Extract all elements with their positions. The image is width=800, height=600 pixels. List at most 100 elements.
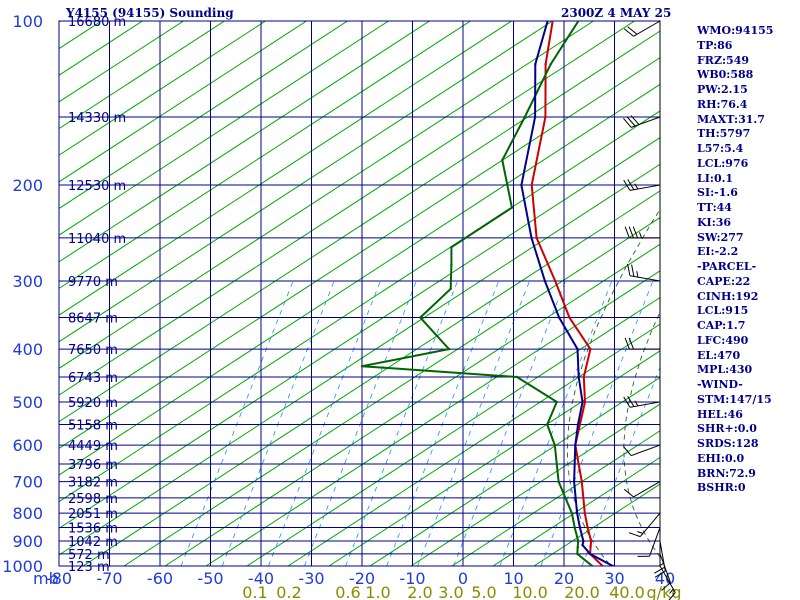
series-point-1	[555, 400, 558, 404]
wind-barb-half-feather	[669, 588, 674, 594]
pressure-tick-label: 100	[12, 12, 43, 31]
series-point-1	[447, 347, 451, 351]
index-item: LI:0.1	[697, 171, 734, 185]
series-point-1	[449, 287, 452, 290]
wind-barb-feather	[668, 592, 676, 600]
height-label: 5920 m	[68, 396, 118, 411]
pressure-tick-label: 1000	[2, 557, 43, 576]
dry-adiabat	[205, 270, 660, 566]
index-item: LFC:490	[697, 333, 749, 347]
wind-barb-half-feather	[639, 232, 643, 239]
series-point-2	[588, 552, 592, 556]
mixing-ratio-label: 3.0	[438, 583, 463, 600]
wind-barb-half-feather	[634, 400, 639, 407]
series-point-1	[419, 316, 422, 319]
dry-adiabat	[59, 21, 595, 369]
series-point-0	[586, 526, 589, 529]
temp-tick-label: 0	[458, 569, 468, 588]
pressure-tick-label: 300	[12, 272, 43, 291]
wind-barb	[631, 444, 661, 457]
mixing-ratio-line	[221, 280, 335, 566]
height-label: 16680 m	[68, 15, 126, 30]
index-item: MAXT:31.7	[697, 112, 765, 126]
index-item: LCL:915	[697, 304, 749, 318]
pressure-tick-label: 500	[12, 393, 43, 412]
index-item: MPL:430	[697, 363, 753, 377]
mixing-ratio-line	[417, 280, 530, 566]
wind-barb	[659, 540, 666, 572]
index-item: BRN:72.9	[697, 466, 756, 480]
mixing-ratio-line	[581, 366, 660, 566]
series-point-0	[583, 512, 586, 515]
series-point-1	[546, 423, 549, 426]
series-point-0	[554, 279, 557, 283]
height-label: 2051 m	[68, 507, 118, 522]
wind-barb-feather	[627, 395, 635, 407]
mixing-ratio-label: 0.1	[242, 583, 267, 600]
index-item: CAPE:22	[697, 274, 751, 288]
temp-tick-label: -10	[399, 569, 425, 588]
pressure-unit-label: mb	[33, 569, 59, 588]
wind-barb-feather	[654, 566, 665, 574]
pressure-tick-label: 400	[12, 340, 43, 359]
mixing-ratio-label: 40.0	[609, 583, 645, 600]
index-item: EHI:0.0	[697, 451, 745, 465]
wind-barb	[639, 512, 661, 537]
series-point-0	[580, 480, 583, 483]
series	[360, 21, 614, 566]
series-point-1	[570, 512, 574, 515]
grid	[58, 20, 661, 567]
index-item: SW:277	[697, 230, 744, 244]
pressure-tick-label: 700	[12, 473, 43, 492]
index-item: SI:-1.6	[697, 186, 738, 200]
series-point-2	[557, 316, 561, 319]
wind-barb-feather	[628, 226, 634, 239]
temp-tick-label: -50	[197, 569, 223, 588]
wind-barb-feather	[623, 446, 632, 456]
series-point-1	[360, 365, 364, 368]
series-point-2	[574, 443, 577, 447]
index-item: TH:5797	[697, 127, 751, 141]
dry-adiabat	[59, 21, 308, 183]
wind-barb-half-feather	[636, 271, 639, 278]
moist-adiabat	[566, 208, 660, 566]
height-label: 4449 m	[68, 439, 118, 454]
index-item: EI:-2.2	[697, 245, 739, 259]
temp-tick-label: -30	[298, 569, 324, 588]
dry-adiabat	[287, 323, 660, 566]
height-label: 1042 m	[68, 535, 118, 550]
series-point-2	[543, 279, 547, 283]
height-label: 3182 m	[68, 476, 118, 491]
dry-adiabat	[369, 376, 660, 566]
wind-barb-half-feather	[637, 531, 644, 534]
temp-tick-label: 20	[554, 569, 574, 588]
series-point-0	[582, 375, 585, 379]
height-label: 3796 m	[68, 458, 118, 473]
wind-barb-feather	[661, 582, 671, 591]
dry-adiabat	[59, 21, 267, 156]
index-item: EL:470	[697, 348, 741, 362]
series-point-2	[534, 62, 537, 66]
wind-barb-feather	[632, 226, 639, 239]
wind-barb-feather	[627, 263, 631, 276]
series-point-1	[510, 206, 514, 209]
height-label: 11040 m	[68, 232, 126, 247]
series-point-0	[544, 62, 547, 66]
dry-adiabat	[328, 350, 660, 566]
pressure-tick-label: 200	[12, 176, 43, 195]
series-point-2	[577, 375, 580, 379]
mixing-ratio-line	[304, 280, 417, 566]
pressure-tick-label: 900	[12, 532, 43, 551]
dry-adiabat	[59, 21, 185, 103]
wind-barb-feather	[628, 532, 641, 538]
height-label: 12530 m	[68, 179, 126, 194]
wind-barb	[631, 116, 661, 128]
wind-barb-feather	[627, 26, 638, 35]
wind-barb-half-feather	[658, 562, 665, 567]
index-item: TP:86	[697, 38, 733, 52]
index-item: CAP:1.7	[697, 319, 746, 332]
mixing-ratio-label: 2.0	[407, 583, 432, 600]
series-line-1	[361, 21, 593, 566]
temp-tick-label: 10	[503, 569, 523, 588]
